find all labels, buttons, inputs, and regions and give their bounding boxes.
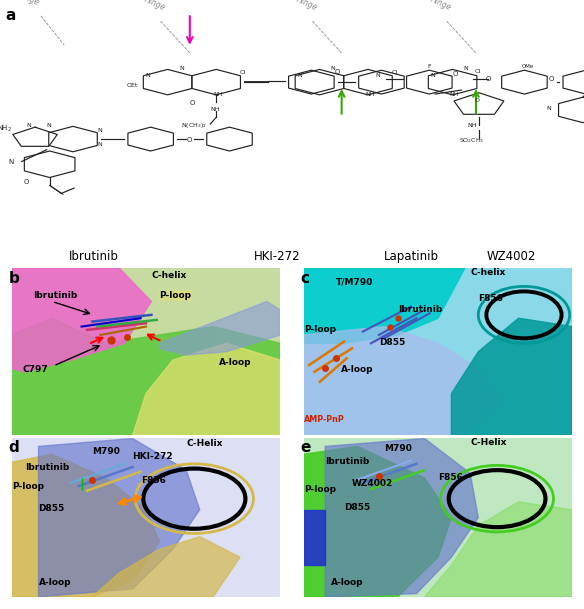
Text: N: N <box>47 123 51 128</box>
Text: Ibrutinib: Ibrutinib <box>68 250 119 262</box>
Text: N: N <box>330 66 335 71</box>
Text: AMP-PnP: AMP-PnP <box>304 415 345 424</box>
Text: C797: C797 <box>22 365 48 374</box>
Polygon shape <box>325 438 478 597</box>
Text: Hinge: Hinge <box>294 0 319 13</box>
Text: A-loop: A-loop <box>39 578 71 587</box>
Text: A-loop: A-loop <box>341 365 374 374</box>
Text: C-helix: C-helix <box>151 271 187 280</box>
Polygon shape <box>425 502 572 597</box>
Text: SO$_2$CH$_3$: SO$_2$CH$_3$ <box>458 136 484 144</box>
Text: WZ4002: WZ4002 <box>486 250 536 262</box>
Text: O: O <box>549 76 554 82</box>
Text: O: O <box>23 179 29 185</box>
Text: a: a <box>6 8 16 23</box>
Polygon shape <box>12 454 159 597</box>
Text: OEt: OEt <box>127 83 138 88</box>
Text: N: N <box>547 106 551 111</box>
Text: D855: D855 <box>39 504 65 513</box>
Text: e: e <box>301 440 311 455</box>
Text: HKI-272: HKI-272 <box>254 250 301 262</box>
Text: NH: NH <box>467 123 477 128</box>
Polygon shape <box>12 318 280 435</box>
Text: NH: NH <box>450 92 459 97</box>
Text: NH: NH <box>210 107 220 111</box>
Text: N: N <box>9 159 14 165</box>
Polygon shape <box>12 268 151 371</box>
Text: C-helix: C-helix <box>470 268 506 276</box>
Text: N(CH$_3$)$_2$: N(CH$_3$)$_2$ <box>181 121 207 130</box>
Text: C-Helix: C-Helix <box>186 440 223 448</box>
Polygon shape <box>304 326 505 435</box>
Text: O: O <box>453 71 458 77</box>
Text: Ibrutinib: Ibrutinib <box>25 463 69 472</box>
Text: N: N <box>98 142 102 147</box>
Text: Hinge: Hinge <box>142 0 167 13</box>
Text: O: O <box>190 100 195 107</box>
Text: N: N <box>26 123 31 128</box>
Text: P-loop: P-loop <box>159 291 192 300</box>
Text: NH: NH <box>213 92 223 97</box>
Text: D855: D855 <box>379 338 405 347</box>
Text: F856: F856 <box>141 476 165 485</box>
Text: F856: F856 <box>478 295 503 303</box>
Text: O: O <box>474 98 479 103</box>
Polygon shape <box>92 537 240 597</box>
Text: Lapatinib: Lapatinib <box>384 250 439 262</box>
Polygon shape <box>159 301 280 355</box>
Text: Cl: Cl <box>391 70 398 75</box>
Text: O: O <box>335 69 340 75</box>
Text: F: F <box>427 65 431 69</box>
Text: C-Helix: C-Helix <box>470 438 506 447</box>
Text: F856: F856 <box>438 473 463 482</box>
Text: P-loop: P-loop <box>304 485 336 495</box>
Text: N: N <box>297 73 302 79</box>
Polygon shape <box>451 318 572 435</box>
Text: N: N <box>98 128 102 133</box>
Text: N: N <box>463 66 468 71</box>
Text: N: N <box>430 73 435 79</box>
Text: M790: M790 <box>384 444 412 453</box>
Text: P-loop: P-loop <box>12 482 44 491</box>
Polygon shape <box>133 343 280 435</box>
Text: Ibrutinib: Ibrutinib <box>33 291 78 300</box>
Text: M790: M790 <box>92 448 120 456</box>
Text: NH$_2$: NH$_2$ <box>0 124 12 135</box>
Text: Ibrutinib: Ibrutinib <box>325 457 370 466</box>
Text: P-loop: P-loop <box>304 325 336 334</box>
Text: O: O <box>186 137 192 143</box>
Text: d: d <box>9 440 19 455</box>
Text: WZ4002: WZ4002 <box>352 479 393 488</box>
Text: HKI-272: HKI-272 <box>133 452 173 461</box>
Polygon shape <box>304 510 325 565</box>
Polygon shape <box>304 446 451 597</box>
Polygon shape <box>39 438 200 597</box>
Text: Hinge: Hinge <box>17 0 41 7</box>
Text: O: O <box>485 76 491 82</box>
Text: NH: NH <box>365 92 374 97</box>
Text: A-loop: A-loop <box>218 358 251 367</box>
Text: Ibrutinib: Ibrutinib <box>398 304 442 314</box>
Text: OMe: OMe <box>522 65 534 69</box>
Text: Cl: Cl <box>475 69 481 74</box>
Text: b: b <box>9 271 20 286</box>
Text: A-loop: A-loop <box>331 578 363 587</box>
Polygon shape <box>304 268 465 343</box>
Text: Cl: Cl <box>239 70 246 75</box>
Text: Hinge: Hinge <box>429 0 453 13</box>
Text: N: N <box>179 66 184 71</box>
Text: T/M790: T/M790 <box>336 278 373 287</box>
Text: c: c <box>301 271 310 286</box>
Text: N: N <box>145 73 150 79</box>
Text: N: N <box>376 73 380 78</box>
Text: D855: D855 <box>344 503 370 512</box>
